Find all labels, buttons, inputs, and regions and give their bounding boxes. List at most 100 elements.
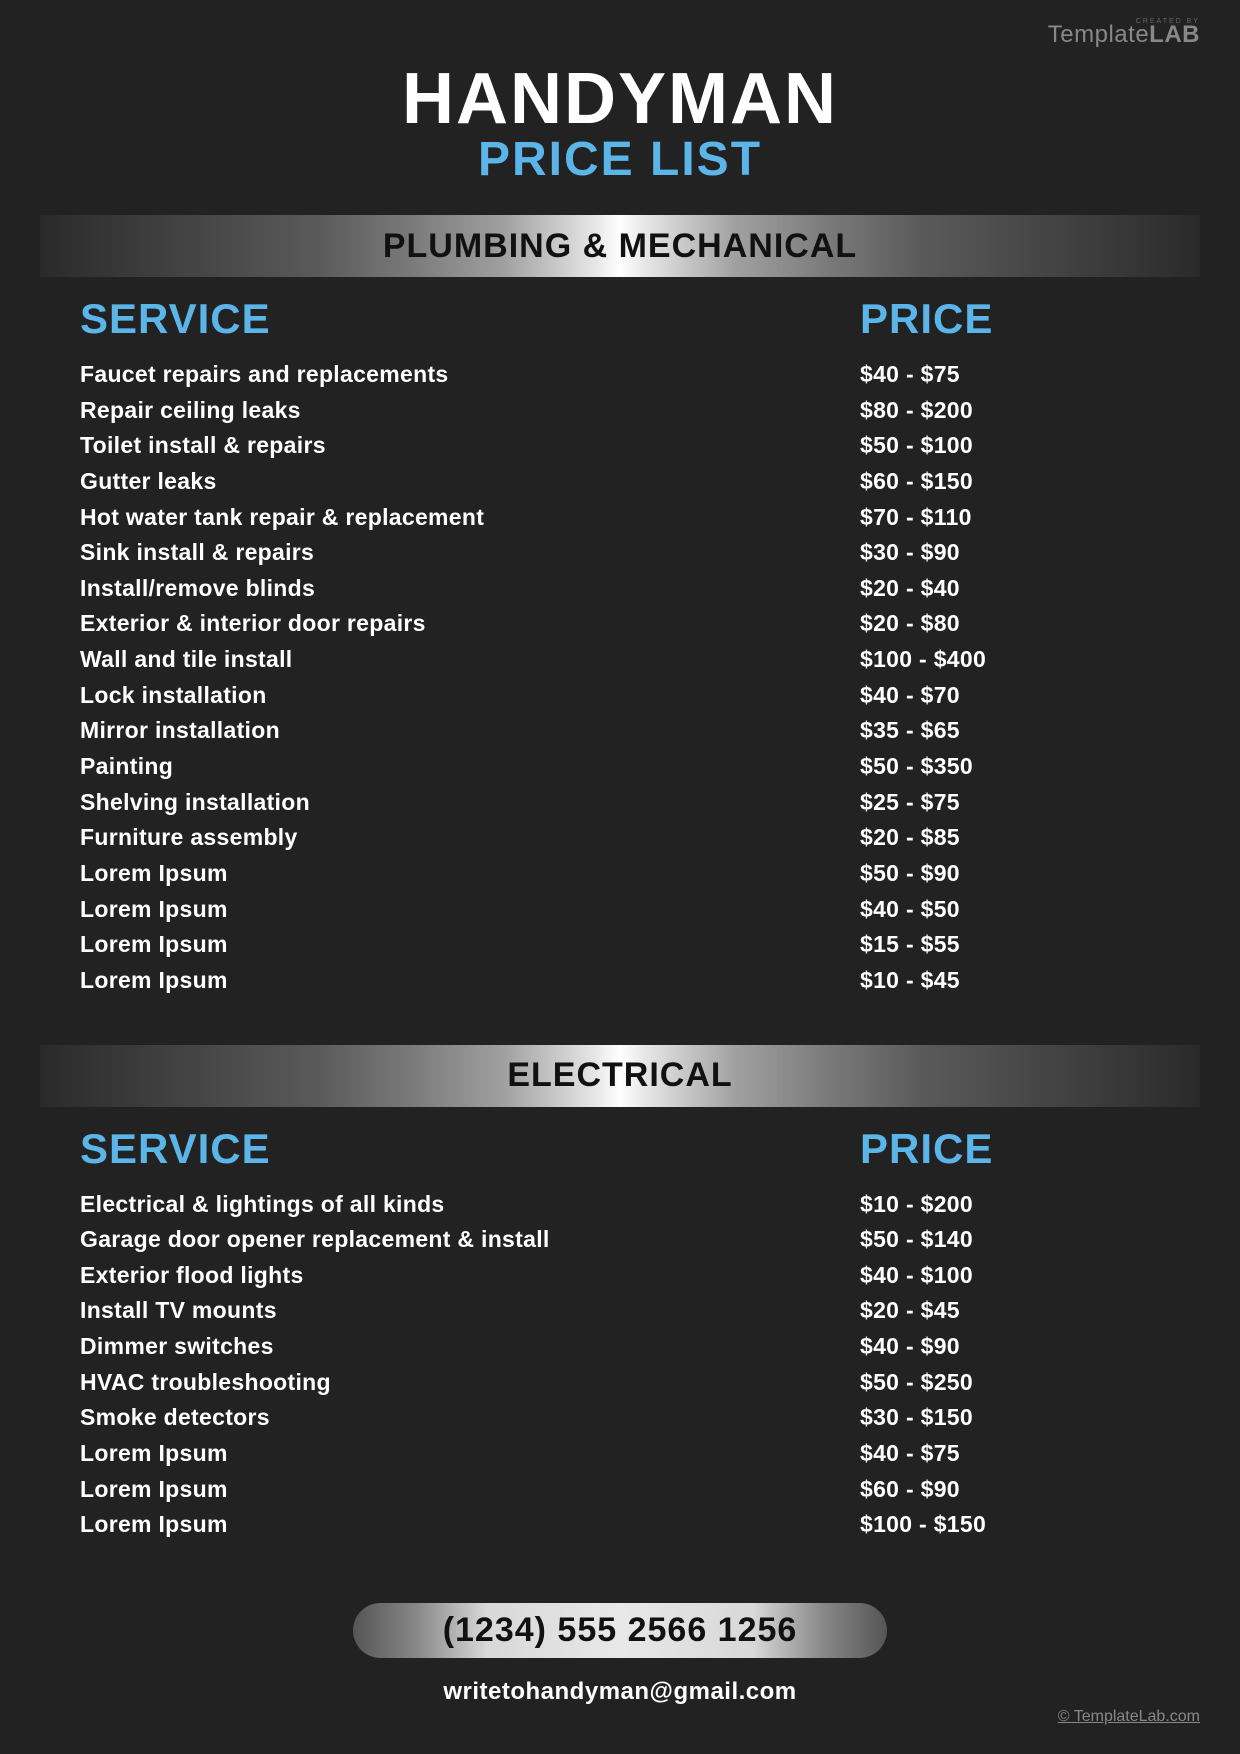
column-header-service: SERVICE <box>80 1125 860 1173</box>
service-cell: Exterior & interior door repairs <box>80 606 860 642</box>
price-cell: $25 - $75 <box>860 785 1160 821</box>
price-cell: $100 - $400 <box>860 642 1160 678</box>
section-header-bar: ELECTRICAL <box>40 1045 1200 1107</box>
service-cell: Lorem Ipsum <box>80 1436 860 1472</box>
price-cell: $50 - $100 <box>860 428 1160 464</box>
table-row: Electrical & lightings of all kinds$10 -… <box>80 1187 1160 1223</box>
table-row: Lorem Ipsum$50 - $90 <box>80 856 1160 892</box>
price-cell: $10 - $45 <box>860 963 1160 999</box>
price-cell: $50 - $350 <box>860 749 1160 785</box>
table-row: Lorem Ipsum$40 - $50 <box>80 892 1160 928</box>
price-cell: $40 - $75 <box>860 357 1160 393</box>
service-cell: Sink install & repairs <box>80 535 860 571</box>
service-cell: Dimmer switches <box>80 1329 860 1365</box>
table-row: Lorem Ipsum$15 - $55 <box>80 927 1160 963</box>
table-row: Gutter leaks$60 - $150 <box>80 464 1160 500</box>
section-title: ELECTRICAL <box>507 1056 732 1095</box>
price-cell: $15 - $55 <box>860 927 1160 963</box>
price-cell: $20 - $85 <box>860 820 1160 856</box>
price-cell: $40 - $90 <box>860 1329 1160 1365</box>
table-row: Furniture assembly$20 - $85 <box>80 820 1160 856</box>
service-cell: Exterior flood lights <box>80 1258 860 1294</box>
service-cell: Mirror installation <box>80 713 860 749</box>
page-subtitle: PRICE LIST <box>0 132 1240 187</box>
price-cell: $100 - $150 <box>860 1507 1160 1543</box>
column-headers: SERVICEPRICE <box>80 1125 1160 1173</box>
service-cell: Electrical & lightings of all kinds <box>80 1187 860 1223</box>
table-row: Exterior & interior door repairs$20 - $8… <box>80 606 1160 642</box>
price-cell: $20 - $45 <box>860 1293 1160 1329</box>
service-cell: Hot water tank repair & replacement <box>80 500 860 536</box>
service-cell: Repair ceiling leaks <box>80 393 860 429</box>
price-cell: $70 - $110 <box>860 500 1160 536</box>
email-address: writetohandyman@gmail.com <box>0 1678 1240 1706</box>
service-cell: Lorem Ipsum <box>80 856 860 892</box>
table-row: Dimmer switches$40 - $90 <box>80 1329 1160 1365</box>
watermark-logo: CREATED BY TemplateLAB <box>1048 18 1200 49</box>
watermark-brand-a: Template <box>1048 21 1149 48</box>
price-cell: $50 - $250 <box>860 1365 1160 1401</box>
service-cell: Shelving installation <box>80 785 860 821</box>
table-row: Sink install & repairs$30 - $90 <box>80 535 1160 571</box>
service-cell: Smoke detectors <box>80 1400 860 1436</box>
price-cell: $20 - $40 <box>860 571 1160 607</box>
table-row: Hot water tank repair & replacement$70 -… <box>80 500 1160 536</box>
table-row: Lorem Ipsum$60 - $90 <box>80 1472 1160 1508</box>
price-cell: $30 - $150 <box>860 1400 1160 1436</box>
table-row: Shelving installation$25 - $75 <box>80 785 1160 821</box>
service-cell: Wall and tile install <box>80 642 860 678</box>
table-row: Exterior flood lights$40 - $100 <box>80 1258 1160 1294</box>
service-cell: Furniture assembly <box>80 820 860 856</box>
service-cell: Lorem Ipsum <box>80 1507 860 1543</box>
price-table: SERVICEPRICEFaucet repairs and replaceme… <box>0 277 1240 1017</box>
service-cell: Painting <box>80 749 860 785</box>
table-row: Repair ceiling leaks$80 - $200 <box>80 393 1160 429</box>
table-row: Smoke detectors$30 - $150 <box>80 1400 1160 1436</box>
table-row: Painting$50 - $350 <box>80 749 1160 785</box>
table-row: Toilet install & repairs$50 - $100 <box>80 428 1160 464</box>
price-cell: $40 - $70 <box>860 678 1160 714</box>
price-cell: $40 - $50 <box>860 892 1160 928</box>
table-row: Lock installation$40 - $70 <box>80 678 1160 714</box>
service-cell: Lorem Ipsum <box>80 1472 860 1508</box>
table-row: Lorem Ipsum$10 - $45 <box>80 963 1160 999</box>
price-cell: $60 - $90 <box>860 1472 1160 1508</box>
service-cell: Lorem Ipsum <box>80 892 860 928</box>
service-cell: Lock installation <box>80 678 860 714</box>
price-cell: $30 - $90 <box>860 535 1160 571</box>
table-row: Garage door opener replacement & install… <box>80 1222 1160 1258</box>
watermark-brand-b: LAB <box>1149 21 1200 48</box>
service-cell: Install TV mounts <box>80 1293 860 1329</box>
page-footer: (1234) 555 2566 1256 writetohandyman@gma… <box>0 1603 1240 1706</box>
price-cell: $35 - $65 <box>860 713 1160 749</box>
price-table: SERVICEPRICE Electrical & lightings of al… <box>0 1107 1240 1561</box>
service-cell: Faucet repairs and replacements <box>80 357 860 393</box>
price-cell: $60 - $150 <box>860 464 1160 500</box>
service-cell: Garage door opener replacement & install <box>80 1222 860 1258</box>
phone-number: (1234) 555 2566 1256 <box>353 1603 888 1658</box>
section-header-bar: PLUMBING & MECHANICAL <box>40 215 1200 277</box>
service-cell: Toilet install & repairs <box>80 428 860 464</box>
service-cell: HVAC troubleshooting <box>80 1365 860 1401</box>
copyright-link[interactable]: © TemplateLab.com <box>1058 1708 1200 1726</box>
price-cell: $10 - $200 <box>860 1187 1160 1223</box>
service-cell: Gutter leaks <box>80 464 860 500</box>
price-cell: $50 - $140 <box>860 1222 1160 1258</box>
price-cell: $80 - $200 <box>860 393 1160 429</box>
price-cell: $20 - $80 <box>860 606 1160 642</box>
page-title: HANDYMAN <box>0 58 1240 140</box>
column-header-service: SERVICE <box>80 295 860 343</box>
table-row: Mirror installation$35 - $65 <box>80 713 1160 749</box>
price-cell: $40 - $75 <box>860 1436 1160 1472</box>
service-cell: Install/remove blinds <box>80 571 860 607</box>
column-header-price: PRICE <box>860 295 1160 343</box>
column-headers: SERVICEPRICE <box>80 295 1160 343</box>
table-row: HVAC troubleshooting$50 - $250 <box>80 1365 1160 1401</box>
service-cell: Lorem Ipsum <box>80 927 860 963</box>
table-row: Install TV mounts$20 - $45 <box>80 1293 1160 1329</box>
service-cell: Lorem Ipsum <box>80 963 860 999</box>
price-cell: $50 - $90 <box>860 856 1160 892</box>
price-cell: $40 - $100 <box>860 1258 1160 1294</box>
table-row: Lorem Ipsum$40 - $75 <box>80 1436 1160 1472</box>
table-row: Faucet repairs and replacements$40 - $75 <box>80 357 1160 393</box>
